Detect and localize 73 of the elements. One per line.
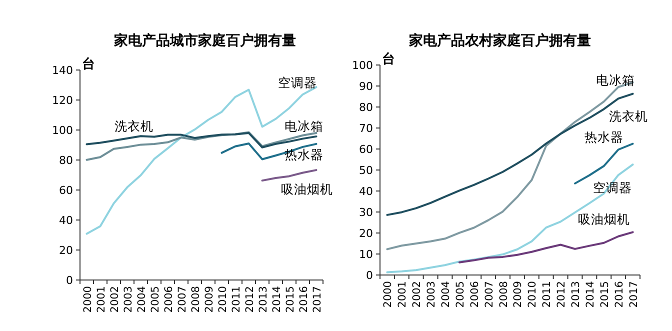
y-tick-label: 80 [59, 154, 73, 167]
x-tick-label: 2005 [149, 286, 162, 313]
series-label: 热水器 [284, 147, 324, 162]
x-tick-label: 2016 [298, 286, 310, 313]
y-tick-label: 90 [359, 80, 373, 93]
series-label: 洗衣机 [114, 118, 154, 134]
x-tick-label: 2012 [244, 286, 256, 313]
x-tick-label: 2009 [203, 286, 216, 313]
y-axis-title: 台 [382, 51, 395, 67]
x-tick-label: 2009 [512, 281, 524, 308]
y-tick-label: 10 [359, 248, 373, 261]
x-tick-label: 2014 [584, 280, 596, 308]
x-tick-label: 2011 [230, 286, 242, 313]
x-tick-label: 2002 [108, 286, 121, 313]
y-tick-label: 100 [352, 59, 373, 72]
x-tick-label: 2008 [190, 286, 202, 313]
x-tick-label: 2001 [95, 286, 108, 313]
chart-title: 家电产品农村家庭百户拥有量 [408, 32, 591, 49]
series-label: 洗衣机 [608, 108, 648, 124]
y-tick-label: 30 [359, 206, 373, 219]
y-tick-label: 20 [359, 227, 373, 240]
x-tick-label: 2003 [122, 286, 134, 313]
x-tick-label: 2002 [411, 281, 424, 308]
x-tick-label: 2000 [382, 281, 394, 308]
x-tick-label: 2014 [270, 286, 283, 313]
y-tick-label: 140 [52, 64, 73, 77]
line-series [458, 231, 634, 264]
y-tick-label: 120 [52, 94, 73, 107]
x-tick-label: 2005 [454, 281, 466, 308]
y-tick-label: 60 [359, 143, 373, 156]
x-tick-label: 2012 [556, 281, 568, 308]
series-label: 吸油烟机 [578, 211, 630, 226]
y-tick-label: 100 [52, 124, 73, 137]
x-tick-label: 2017 [311, 286, 324, 313]
y-tick-label: 60 [59, 184, 73, 197]
series-label: 电冰箱 [596, 72, 635, 88]
x-tick-label: 2006 [468, 280, 481, 308]
y-tick-label: 40 [59, 214, 73, 227]
x-tick-label: 2015 [598, 281, 611, 308]
x-tick-label: 2010 [216, 286, 229, 313]
y-tick-label: 70 [359, 122, 373, 135]
x-tick-label: 2010 [526, 281, 539, 308]
y-axis-title: 台 [82, 56, 95, 72]
x-tick-label: 2007 [176, 286, 188, 313]
y-tick-label: 40 [359, 185, 373, 198]
series-label: 吸油烟机 [280, 182, 333, 196]
x-tick-label: 2013 [257, 286, 270, 313]
x-tick-label: 2000 [82, 286, 94, 313]
x-tick-label: 2006 [162, 286, 175, 313]
x-tick-label: 2004 [136, 286, 148, 313]
x-tick-label: 2007 [483, 281, 496, 308]
y-tick-label: 0 [366, 269, 373, 282]
x-tick-label: 2016 [613, 280, 626, 308]
y-tick-label: 0 [66, 274, 73, 287]
x-tick-label: 2017 [628, 281, 640, 308]
y-tick-label: 50 [359, 164, 373, 177]
x-tick-label: 2015 [284, 286, 296, 313]
y-tick-label: 20 [59, 244, 73, 257]
series-label: 空调器 [593, 180, 632, 195]
x-tick-label: 2004 [440, 280, 452, 308]
x-tick-label: 2011 [541, 281, 554, 308]
series-label: 热水器 [584, 129, 624, 144]
line-series [261, 169, 318, 182]
series-label: 电冰箱 [284, 118, 324, 134]
line-series [386, 164, 634, 274]
x-tick-label: 2003 [426, 281, 438, 308]
x-tick-label: 2008 [498, 281, 510, 308]
y-tick-label: 80 [359, 101, 373, 114]
x-tick-label: 2013 [570, 281, 582, 308]
chart-title: 家电产品城市家庭百户拥有量 [113, 32, 296, 49]
line-series [86, 132, 318, 148]
series-label: 空调器 [278, 75, 317, 90]
x-tick-label: 2001 [396, 281, 409, 308]
